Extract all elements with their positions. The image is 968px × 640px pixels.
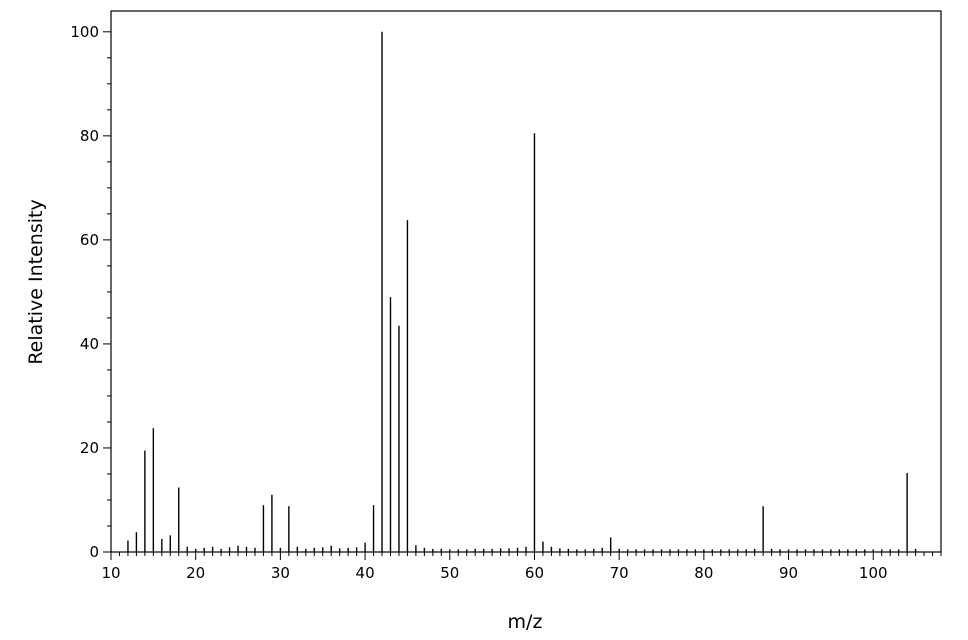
y-tick-label: 60	[80, 231, 99, 249]
y-tick-label: 40	[80, 335, 99, 353]
x-axis-tick-labels: 10 20 30 40 50 60 70 80 90 100	[101, 564, 887, 582]
plot-frame	[110, 10, 942, 553]
x-axis-title: m/z	[508, 611, 543, 633]
y-tick-label: 80	[80, 127, 99, 145]
x-tick-label: 80	[694, 564, 713, 582]
x-tick-label: 10	[101, 564, 120, 582]
x-axis-ticks	[110, 552, 942, 560]
x-tick-label: 50	[440, 564, 459, 582]
y-axis-title: Relative Intensity	[25, 199, 47, 364]
y-axis-tick-labels: 0 20 40 60 80 100	[70, 23, 99, 561]
y-tick-label: 100	[70, 23, 99, 41]
spectrum-peaks	[127, 31, 917, 552]
x-tick-label: 40	[356, 564, 375, 582]
x-tick-label: 100	[859, 564, 888, 582]
x-tick-label: 30	[271, 564, 290, 582]
y-tick-label: 20	[80, 439, 99, 457]
x-tick-label: 90	[779, 564, 798, 582]
x-tick-label: 20	[186, 564, 205, 582]
y-tick-label: 0	[89, 543, 99, 561]
x-tick-label: 60	[525, 564, 544, 582]
y-axis-ticks	[103, 31, 111, 553]
x-tick-label: 70	[610, 564, 629, 582]
